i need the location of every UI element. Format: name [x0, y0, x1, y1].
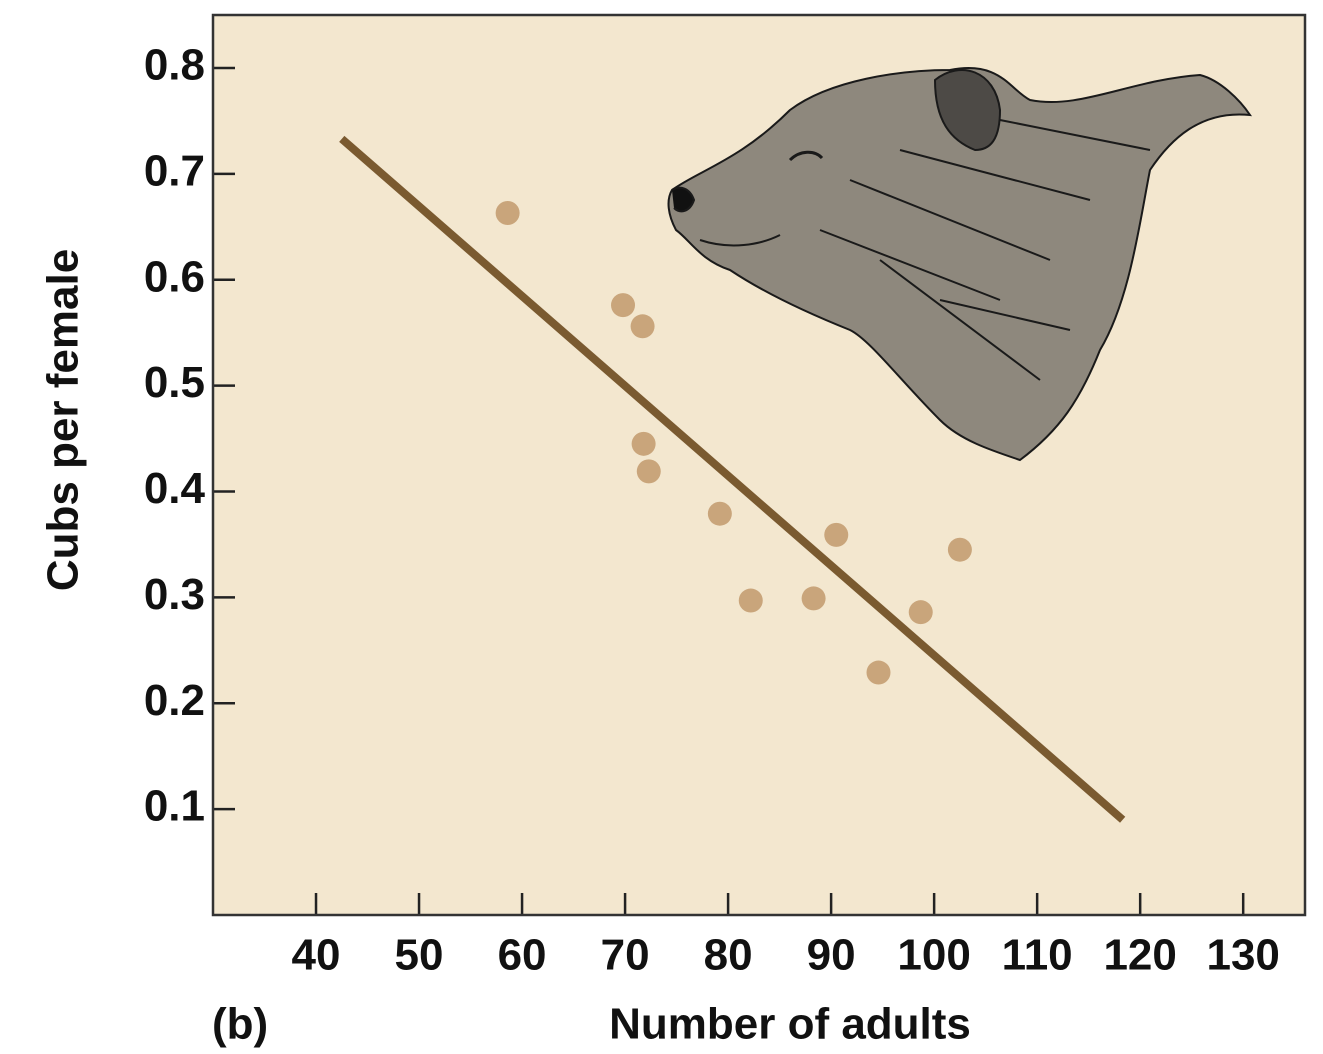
- x-tick-label: 50: [395, 931, 444, 980]
- x-axis-label: Number of adults: [609, 1000, 971, 1049]
- data-point: [611, 293, 636, 318]
- data-point: [738, 588, 763, 613]
- data-point: [947, 537, 972, 562]
- y-tick-label: 0.4: [144, 464, 206, 513]
- data-point: [908, 600, 933, 625]
- trend-line: [339, 135, 1126, 823]
- y-tick-label: 0.6: [144, 252, 205, 301]
- data-point: [824, 522, 849, 547]
- y-tick-label: 0.2: [144, 676, 205, 725]
- data-point: [707, 501, 732, 526]
- data-point: [801, 586, 826, 611]
- x-tick-label: 80: [704, 931, 753, 980]
- x-tick-label: 120: [1103, 931, 1176, 980]
- y-tick-label: 0.5: [144, 358, 205, 407]
- plot-frame: [211, 13, 1307, 917]
- data-point: [495, 201, 520, 225]
- panel-label: (b): [212, 1000, 268, 1049]
- x-tick-label: 90: [807, 931, 856, 980]
- x-tick-label: 40: [292, 931, 341, 980]
- x-tick-label: 60: [498, 931, 547, 980]
- x-tick-label: 70: [601, 931, 650, 980]
- y-tick-label: 0.1: [144, 782, 205, 831]
- x-tick-label: 130: [1206, 931, 1279, 980]
- y-tick-label: 0.3: [144, 570, 205, 619]
- y-axis-label: Cubs per female: [39, 249, 88, 591]
- y-tick-label: 0.8: [144, 41, 205, 90]
- y-tick-label: 0.7: [144, 146, 205, 195]
- x-tick-label: 100: [897, 931, 970, 980]
- data-point: [636, 459, 661, 484]
- x-tick-label: 110: [1002, 931, 1073, 980]
- data-point: [630, 314, 655, 339]
- bear-illustration: [667, 67, 1253, 462]
- data-point: [866, 660, 891, 685]
- data-point: [631, 431, 656, 456]
